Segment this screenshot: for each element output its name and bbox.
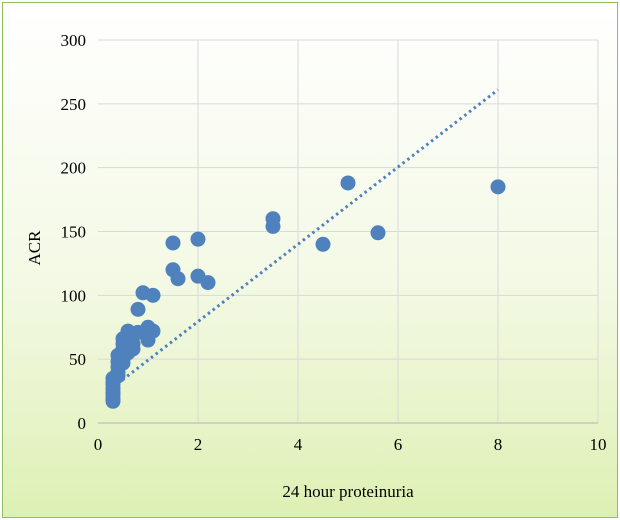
y-tick-label: 150: [61, 223, 87, 242]
x-tick-label: 2: [194, 435, 203, 454]
y-tick-label: 300: [61, 31, 87, 50]
data-point: [190, 231, 206, 247]
data-point: [370, 225, 386, 241]
x-tick-labels: 0 2 4 6 8 10: [94, 435, 607, 454]
data-point: [315, 236, 331, 252]
y-tick-label: 100: [61, 286, 87, 305]
data-point: [265, 211, 281, 227]
y-tick-label: 250: [61, 95, 87, 114]
y-tick-label: 0: [78, 414, 87, 433]
data-point: [170, 271, 186, 287]
y-tick-label: 50: [69, 350, 86, 369]
data-point: [340, 175, 356, 191]
gridlines: [98, 39, 599, 423]
data-point: [200, 275, 216, 291]
data-point: [130, 301, 146, 317]
data-point: [145, 323, 161, 339]
y-tick-label: 200: [61, 159, 87, 178]
x-axis-title: 24 hour proteinuria: [282, 482, 414, 501]
data-point: [145, 287, 161, 303]
scatter-chart: 0 50 100 150 200 250 300 0 2 4 6 8 10 24 hour prote…: [25, 31, 607, 501]
data-points: [105, 175, 506, 409]
x-tick-label: 6: [394, 435, 403, 454]
x-tick-label: 10: [590, 435, 607, 454]
data-point: [165, 235, 181, 251]
data-point: [490, 179, 506, 195]
x-tick-label: 8: [494, 435, 503, 454]
x-tick-label: 0: [94, 435, 103, 454]
x-tick-label: 4: [294, 435, 303, 454]
y-axis-title: ACR: [25, 230, 44, 266]
y-tick-labels: 0 50 100 150 200 250 300: [61, 31, 87, 433]
